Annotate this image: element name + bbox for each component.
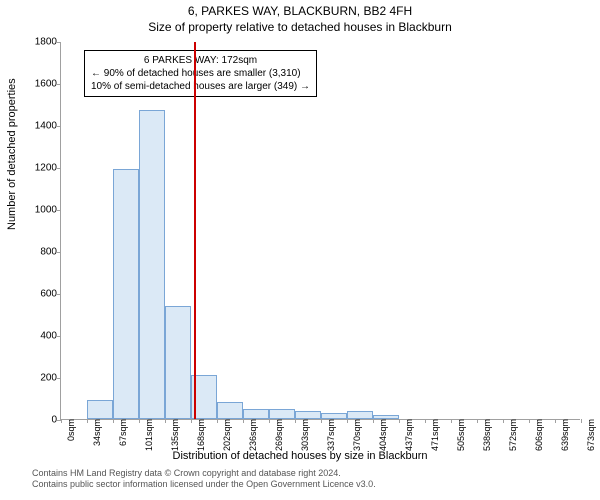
x-tick-label: 471sqm	[430, 419, 440, 451]
histogram-bar	[373, 415, 399, 419]
chart-area: 6 PARKES WAY: 172sqm ← 90% of detached h…	[60, 42, 580, 420]
x-tick-mark	[451, 419, 452, 423]
x-tick-mark	[165, 419, 166, 423]
x-tick-mark	[399, 419, 400, 423]
x-tick-label: 303sqm	[300, 419, 310, 451]
y-tick-mark	[57, 336, 61, 337]
y-tick-mark	[57, 84, 61, 85]
x-tick-label: 101sqm	[144, 419, 154, 451]
x-tick-mark	[425, 419, 426, 423]
x-tick-label: 202sqm	[222, 419, 232, 451]
x-tick-label: 639sqm	[560, 419, 570, 451]
x-tick-mark	[555, 419, 556, 423]
x-tick-mark	[113, 419, 114, 423]
x-tick-mark	[477, 419, 478, 423]
histogram-bar	[217, 402, 243, 419]
x-tick-label: 34sqm	[92, 419, 102, 446]
x-tick-label: 236sqm	[248, 419, 258, 451]
title-main: 6, PARKES WAY, BLACKBURN, BB2 4FH	[0, 0, 600, 18]
y-tick-mark	[57, 294, 61, 295]
x-tick-mark	[529, 419, 530, 423]
title-sub: Size of property relative to detached ho…	[0, 18, 600, 34]
x-tick-label: 606sqm	[534, 419, 544, 451]
histogram-bar	[347, 411, 373, 419]
x-tick-label: 168sqm	[196, 419, 206, 451]
x-tick-label: 673sqm	[586, 419, 596, 451]
y-axis-label: Number of detached properties	[6, 78, 18, 230]
x-tick-label: 370sqm	[352, 419, 362, 451]
x-tick-label: 67sqm	[118, 419, 128, 446]
y-tick-mark	[57, 168, 61, 169]
x-tick-label: 135sqm	[170, 419, 180, 451]
x-tick-label: 404sqm	[378, 419, 388, 451]
y-tick-mark	[57, 378, 61, 379]
x-axis-label: Distribution of detached houses by size …	[0, 450, 600, 462]
x-tick-label: 572sqm	[508, 419, 518, 451]
x-tick-mark	[347, 419, 348, 423]
marker-line	[194, 42, 196, 419]
x-tick-mark	[321, 419, 322, 423]
x-tick-label: 538sqm	[482, 419, 492, 451]
footer-line-2: Contains public sector information licen…	[32, 479, 376, 490]
x-tick-mark	[503, 419, 504, 423]
x-tick-mark	[191, 419, 192, 423]
x-tick-mark	[139, 419, 140, 423]
info-line-1: 6 PARKES WAY: 172sqm	[91, 54, 310, 67]
y-tick-mark	[57, 252, 61, 253]
histogram-bar	[269, 409, 295, 420]
x-tick-label: 437sqm	[404, 419, 414, 451]
histogram-bar	[87, 400, 113, 419]
x-tick-mark	[269, 419, 270, 423]
x-tick-label: 0sqm	[66, 419, 76, 441]
y-tick-mark	[57, 126, 61, 127]
histogram-bar	[165, 306, 191, 419]
histogram-bar	[113, 169, 139, 419]
x-tick-mark	[373, 419, 374, 423]
x-tick-mark	[61, 419, 62, 423]
x-tick-mark	[295, 419, 296, 423]
x-tick-label: 505sqm	[456, 419, 466, 451]
info-line-2: ← 90% of detached houses are smaller (3,…	[91, 67, 310, 80]
x-tick-mark	[243, 419, 244, 423]
info-box: 6 PARKES WAY: 172sqm ← 90% of detached h…	[84, 50, 317, 97]
footer-line-1: Contains HM Land Registry data © Crown c…	[32, 468, 376, 479]
histogram-bar	[321, 413, 347, 419]
histogram-bar	[295, 411, 321, 419]
footer: Contains HM Land Registry data © Crown c…	[32, 468, 376, 490]
y-tick-mark	[57, 42, 61, 43]
x-tick-label: 337sqm	[326, 419, 336, 451]
histogram-bar	[243, 409, 269, 420]
histogram-bar	[139, 110, 165, 419]
x-tick-mark	[217, 419, 218, 423]
x-tick-label: 269sqm	[274, 419, 284, 451]
x-tick-mark	[581, 419, 582, 423]
info-line-3: 10% of semi-detached houses are larger (…	[91, 80, 310, 93]
x-tick-mark	[87, 419, 88, 423]
y-tick-mark	[57, 210, 61, 211]
